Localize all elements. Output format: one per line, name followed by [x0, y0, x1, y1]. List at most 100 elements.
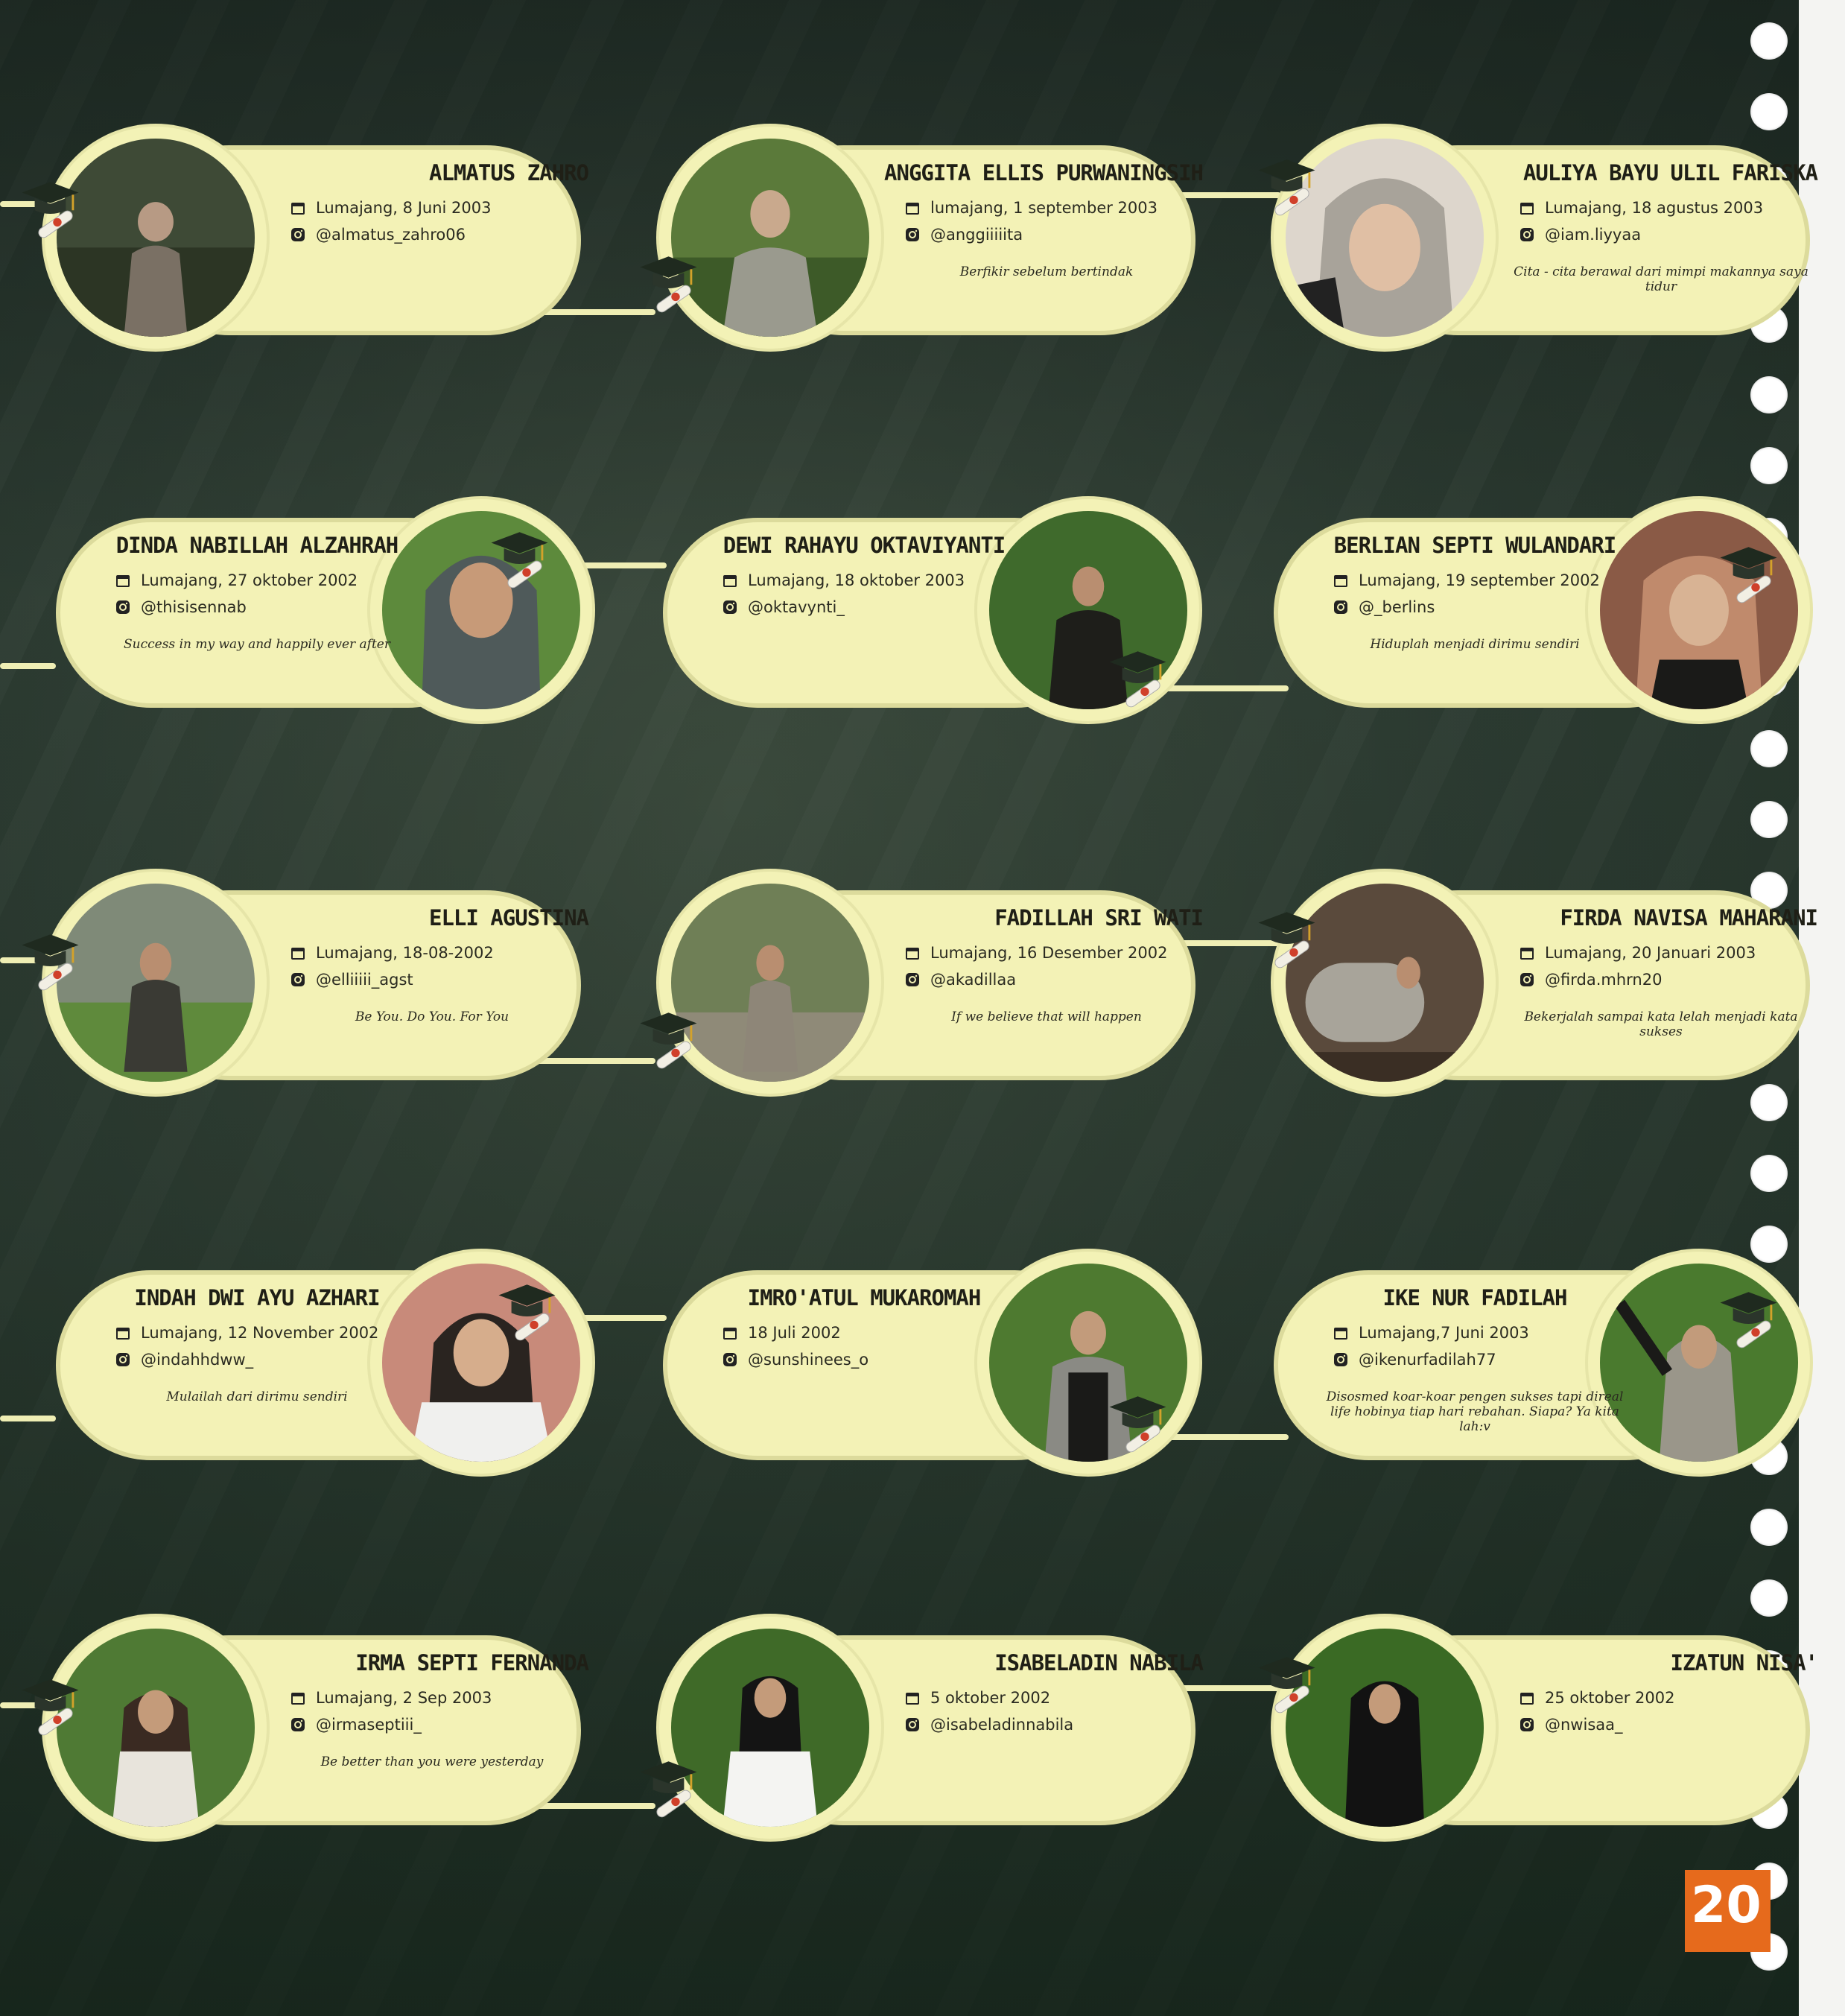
graduation-cap-diploma-icon — [1720, 547, 1777, 603]
student-photo — [977, 1252, 1199, 1474]
birth-row: Lumajang, 16 Desember 2002 — [905, 944, 1167, 962]
student-card: DEWI RAHAYU OKTAVIYANTI Lumajang, 18 okt… — [663, 499, 1199, 721]
connector-line — [492, 1803, 655, 1809]
instagram-row: @indahhdww_ — [115, 1351, 253, 1369]
birth-row: Lumajang, 8 Juni 2003 — [290, 199, 491, 217]
student-info: ALMATUS ZAHRO Lumajang, 8 Juni 2003 @alm… — [261, 145, 589, 335]
student-quote: Be You. Do You. For You — [355, 1009, 509, 1024]
binding-hole — [1750, 1509, 1788, 1546]
instagram-row: @isabeladinnabila — [905, 1716, 1073, 1734]
binding-hole — [1750, 1226, 1788, 1263]
instagram-icon — [906, 228, 919, 241]
graduation-cap-diploma-icon — [22, 182, 79, 238]
calendar-icon — [723, 1328, 737, 1340]
instagram-icon — [291, 973, 305, 986]
instagram-icon — [116, 600, 130, 614]
connector-line — [0, 663, 56, 669]
instagram-icon — [906, 973, 919, 986]
instagram-row: @iam.liyyaa — [1519, 226, 1641, 244]
page-number: 20 — [1691, 1876, 1762, 1935]
student-card: AULIYA BAYU ULIL FARISKA Lumajang, 18 ag… — [1274, 127, 1818, 349]
student-info: DEWI RAHAYU OKTAVIYANTI Lumajang, 18 okt… — [715, 518, 1043, 708]
student-card: FIRDA NAVISA MAHARANI Lumajang, 20 Janua… — [1274, 872, 1818, 1094]
calendar-icon — [1520, 948, 1534, 960]
student-quote: If we believe that will happen — [951, 1009, 1142, 1024]
birth-text: Lumajang, 2 Sep 2003 — [316, 1689, 492, 1707]
calendar-icon — [116, 575, 130, 587]
instagram-row: @elliiiii_agst — [290, 971, 413, 989]
binding-hole — [1750, 1155, 1788, 1192]
birth-text: Lumajang, 27 oktober 2002 — [141, 571, 358, 589]
binding-hole — [1750, 93, 1788, 130]
connector-line — [492, 1058, 655, 1064]
calendar-icon — [116, 1328, 130, 1340]
instagram-handle: @almatus_zahro06 — [316, 226, 466, 244]
connector-line — [0, 1416, 56, 1421]
calendar-icon — [291, 1693, 305, 1705]
binding-hole — [1750, 22, 1788, 60]
student-name: FADILLAH SRI WATI — [994, 905, 1204, 931]
instagram-handle: @nwisaa_ — [1545, 1716, 1623, 1734]
instagram-handle: @oktavynti_ — [748, 598, 845, 616]
birth-text: 18 Juli 2002 — [748, 1324, 841, 1342]
birth-row: Lumajang, 12 November 2002 — [115, 1324, 378, 1342]
instagram-icon — [1334, 600, 1347, 614]
instagram-icon — [723, 1353, 737, 1366]
birth-row: 5 oktober 2002 — [905, 1689, 1050, 1707]
calendar-icon — [1334, 1328, 1347, 1340]
calendar-icon — [906, 948, 919, 960]
student-card: ISABELADIN NABILA 5 oktober 2002 @isabel… — [659, 1617, 1204, 1839]
connector-line — [1065, 1434, 1289, 1440]
calendar-icon — [291, 948, 305, 960]
calendar-icon — [906, 1693, 919, 1705]
student-info: FADILLAH SRI WATI Lumajang, 16 Desember … — [875, 890, 1204, 1080]
student-photo — [370, 499, 592, 721]
graduation-cap-diploma-icon — [22, 934, 79, 991]
birth-text: Lumajang, 20 Januari 2003 — [1545, 944, 1756, 962]
instagram-icon — [291, 228, 305, 241]
student-info: DINDA NABILLAH ALZAHRAH Lumajang, 27 okt… — [108, 518, 436, 708]
student-name: ALMATUS ZAHRO — [429, 160, 589, 186]
instagram-handle: @iam.liyyaa — [1545, 226, 1642, 244]
connector-line — [1132, 1685, 1281, 1691]
student-card: IZATUN NISA' 25 oktober 2002 @nwisaa_ — [1274, 1617, 1818, 1839]
instagram-icon — [291, 1718, 305, 1731]
graduation-cap-diploma-icon — [1258, 912, 1315, 969]
student-photo — [370, 1252, 592, 1474]
instagram-row: @anggiiiiita — [905, 226, 1023, 244]
student-card: BERLIAN SEPTI WULANDARI Lumajang, 19 sep… — [1274, 499, 1810, 721]
student-info: AULIYA BAYU ULIL FARISKA Lumajang, 18 ag… — [1490, 145, 1818, 335]
student-info: INDAH DWI AYU AZHARI Lumajang, 12 Novemb… — [108, 1270, 436, 1460]
student-info: IZATUN NISA' 25 oktober 2002 @nwisaa_ — [1490, 1635, 1818, 1825]
instagram-handle: @ikenurfadilah77 — [1359, 1351, 1496, 1369]
student-name: ELLI AGUSTINA — [429, 905, 589, 931]
birth-row: Lumajang, 20 Januari 2003 — [1519, 944, 1756, 962]
instagram-row: @oktavynti_ — [723, 598, 845, 616]
instagram-row: @akadillaa — [905, 971, 1016, 989]
binding-hole — [1750, 1579, 1788, 1617]
instagram-handle: @isabeladinnabila — [930, 1716, 1074, 1734]
student-info: FIRDA NAVISA MAHARANI Lumajang, 20 Janua… — [1490, 890, 1818, 1080]
student-photo — [977, 499, 1199, 721]
instagram-icon — [1520, 1718, 1534, 1731]
instagram-icon — [1520, 228, 1534, 241]
birth-row: Lumajang,7 Juni 2003 — [1333, 1324, 1529, 1342]
page-number-tab — [1685, 1870, 1771, 1952]
binding-hole — [1750, 1084, 1788, 1121]
graduation-cap-diploma-icon — [1258, 159, 1315, 216]
birth-text: Lumajang, 19 september 2002 — [1359, 571, 1600, 589]
birth-text: Lumajang,7 Juni 2003 — [1359, 1324, 1529, 1342]
instagram-handle: @_berlins — [1359, 598, 1435, 616]
student-photo — [45, 872, 267, 1094]
instagram-handle: @sunshinees_o — [748, 1351, 869, 1369]
birth-row: Lumajang, 19 september 2002 — [1333, 571, 1600, 589]
student-name: DINDA NABILLAH ALZAHRAH — [115, 533, 399, 558]
birth-row: Lumajang, 18 agustus 2003 — [1519, 199, 1763, 217]
student-quote: Be better than you were yesterday — [320, 1755, 544, 1769]
birth-text: 5 oktober 2002 — [930, 1689, 1051, 1707]
instagram-row: @ikenurfadilah77 — [1333, 1351, 1496, 1369]
birth-text: Lumajang, 18 oktober 2003 — [748, 571, 965, 589]
student-card: INDAH DWI AYU AZHARI Lumajang, 12 Novemb… — [56, 1252, 592, 1474]
connector-line — [1132, 192, 1281, 198]
student-card: DINDA NABILLAH ALZAHRAH Lumajang, 27 okt… — [56, 499, 592, 721]
